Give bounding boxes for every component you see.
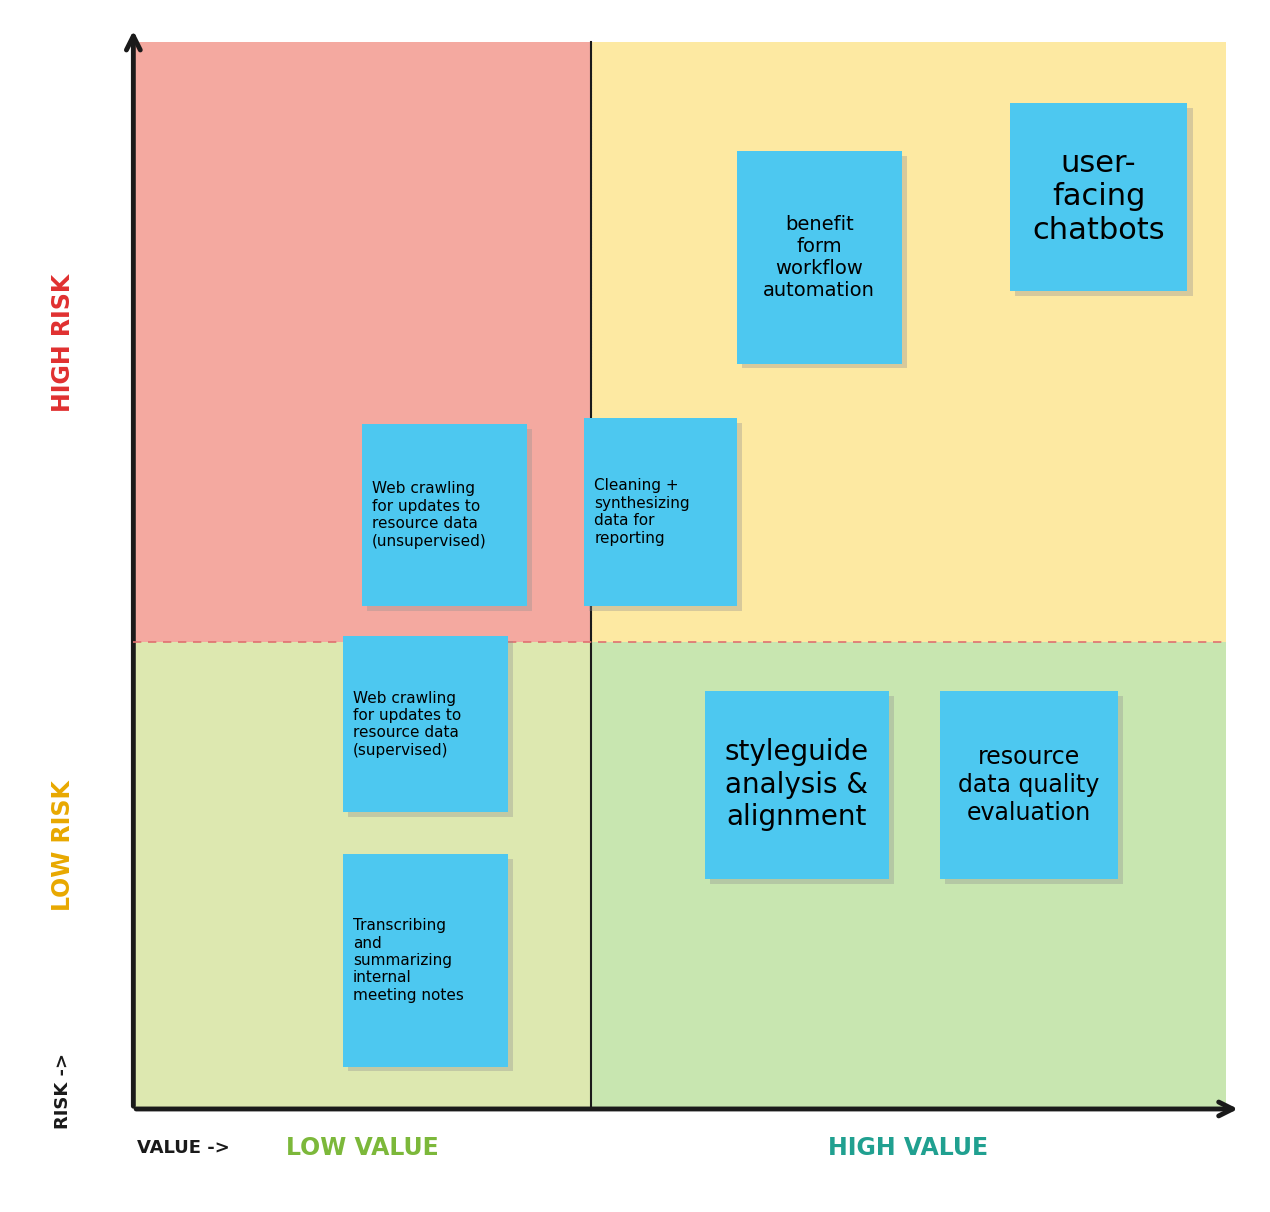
Text: HIGH VALUE: HIGH VALUE [828, 1136, 988, 1160]
Text: Cleaning +
synthesizing
data for
reporting: Cleaning + synthesizing data for reporti… [594, 479, 690, 545]
Bar [343, 636, 508, 812]
Text: LOW VALUE: LOW VALUE [286, 1136, 438, 1160]
Text: styleguide
analysis &
alignment: styleguide analysis & alignment [725, 738, 869, 831]
Text: user-
facing
chatbots: user- facing chatbots [1033, 149, 1165, 245]
Text: Web crawling
for updates to
resource data
(supervised): Web crawling for updates to resource dat… [353, 691, 461, 758]
Bar [591, 642, 1226, 1109]
Bar [348, 641, 513, 817]
Bar [1010, 103, 1187, 291]
Text: RISK ->: RISK -> [55, 1053, 72, 1128]
Text: resource
data quality
evaluation: resource data quality evaluation [958, 745, 1100, 824]
Bar [133, 42, 591, 642]
Bar [584, 418, 737, 606]
Bar [591, 42, 1226, 642]
Bar [945, 696, 1123, 884]
Text: benefit
form
workflow
automation: benefit form workflow automation [763, 215, 875, 301]
Bar [742, 156, 907, 368]
Bar [705, 691, 889, 879]
Bar [710, 696, 894, 884]
Bar [367, 429, 532, 611]
Bar [1015, 108, 1193, 296]
Bar [362, 424, 527, 606]
Text: HIGH RISK: HIGH RISK [52, 273, 75, 412]
Bar [348, 859, 513, 1071]
Text: Transcribing
and
summarizing
internal
meeting notes: Transcribing and summarizing internal me… [353, 919, 464, 1002]
Bar [737, 152, 902, 364]
Bar [133, 642, 591, 1109]
Text: VALUE ->: VALUE -> [137, 1139, 230, 1157]
Bar [343, 854, 508, 1067]
Text: Web crawling
for updates to
resource data
(unsupervised): Web crawling for updates to resource dat… [372, 481, 486, 549]
Bar [589, 423, 742, 611]
Text: LOW RISK: LOW RISK [52, 781, 75, 910]
Bar [940, 691, 1118, 879]
